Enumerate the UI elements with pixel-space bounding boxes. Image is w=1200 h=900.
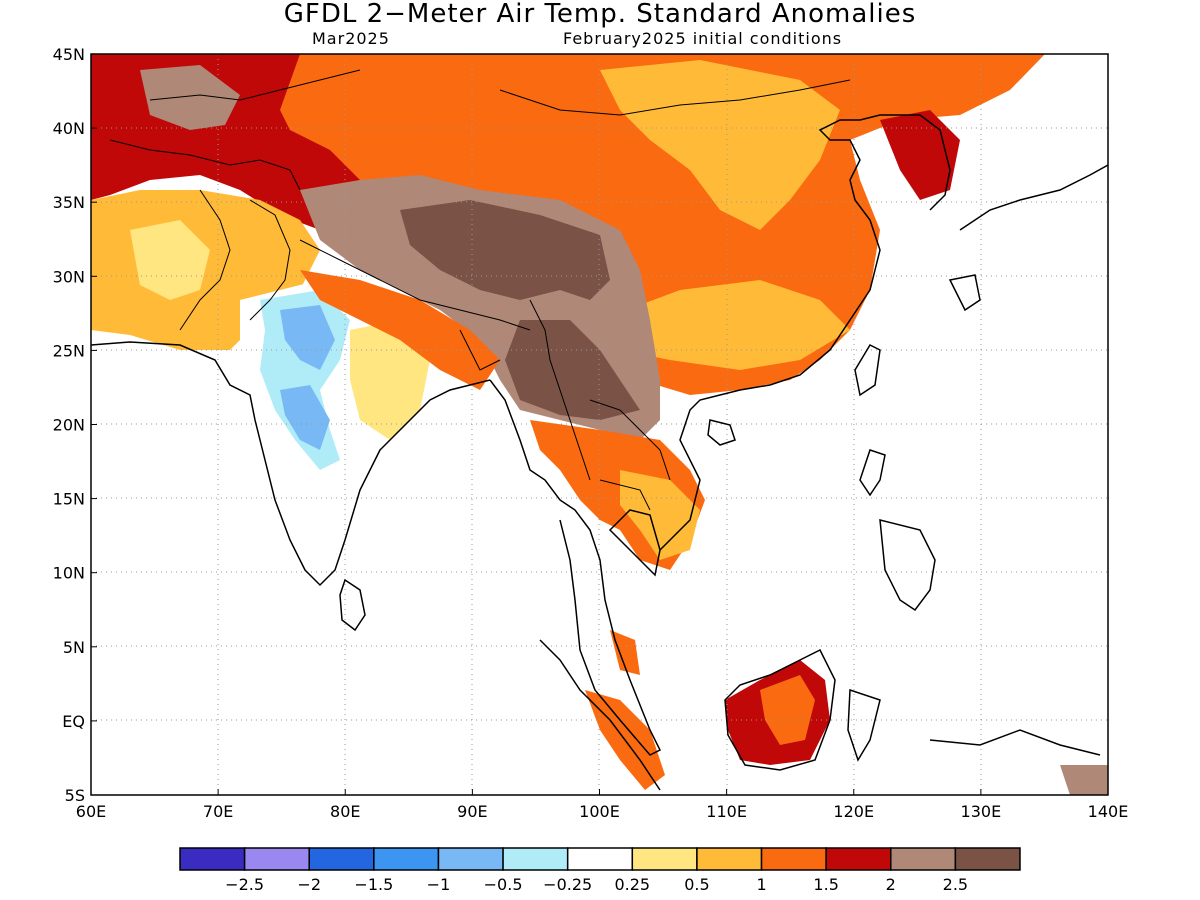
lat-tick-label: 40N [53, 119, 85, 138]
colorbar-swatch [631, 847, 698, 871]
colorbar-label: 1.5 [813, 875, 838, 894]
colorbar-label: −0.5 [484, 875, 523, 894]
colorbar-swatch [179, 847, 246, 871]
anomaly-region-india-coolest [280, 305, 335, 370]
anomaly-region-myanmar-high [505, 320, 640, 420]
init-conditions-label: February2025 initial conditions [563, 29, 843, 48]
lon-tick-label: 90E [457, 802, 487, 821]
colorbar-label: −2 [297, 875, 321, 894]
lat-tick-label: 15N [53, 490, 85, 509]
anomaly-region-indochina-light [620, 470, 700, 560]
lon-tick-label: 140E [1088, 802, 1129, 821]
lat-tick-label: 5S [65, 786, 85, 805]
map-title: GFDL 2−Meter Air Temp. Standard Anomalie… [283, 0, 917, 29]
lat-tick-label: 20N [53, 416, 85, 435]
lon-tick-label: 130E [961, 802, 1002, 821]
lat-tick-label: 10N [53, 564, 85, 583]
colorbar-swatch [890, 847, 957, 871]
colorbar-label: 1 [756, 875, 766, 894]
colorbar-swatch [954, 847, 1021, 871]
anomaly-region-caspian-high [140, 65, 240, 130]
colorbar-label: −1 [427, 875, 451, 894]
colorbar-label: 2.5 [943, 875, 968, 894]
lat-tick-label: 35N [53, 193, 85, 212]
valid-month-label: Mar2025 [312, 29, 390, 48]
colorbar-swatch [566, 847, 634, 871]
longitude-ticks: 60E 70E 80E 90E 100E 110E 120E 130E 140E [76, 789, 1129, 821]
lat-tick-label: 45N [53, 45, 85, 64]
lon-tick-label: 110E [706, 802, 747, 821]
anomaly-region-malay-peninsula [610, 630, 640, 675]
colorbar-swatch [825, 847, 892, 871]
lon-tick-label: 80E [330, 802, 360, 821]
anomaly-region-india-cool-south [280, 385, 330, 450]
anomaly-region-india-east [350, 320, 430, 440]
latitude-ticks: 45N 40N 35N 30N 25N 20N 15N 10N 5N EQ 5S [53, 45, 97, 805]
anomaly-region-new-guinea [1060, 765, 1108, 795]
anomaly-region-himalaya-foothills [300, 270, 500, 390]
lon-tick-label: 120E [833, 802, 874, 821]
colorbar-swatch [760, 847, 827, 871]
lon-tick-label: 60E [76, 802, 106, 821]
colorbar-swatch [243, 847, 310, 871]
colorbar-labels: −2.5 −2 −1.5 −1 −0.5 −0.25 0.25 0.5 1 1.5 2 2.5 [225, 875, 968, 894]
colorbar-label: 2 [886, 875, 896, 894]
colorbar-swatch [373, 847, 440, 871]
colorbar-swatch [502, 847, 569, 871]
lon-tick-label: 100E [579, 802, 620, 821]
colorbar-label: −0.25 [543, 875, 592, 894]
anomaly-region-west-south-asia-pale [130, 220, 210, 300]
coastlines [91, 114, 1108, 791]
anomaly-region-southeast-china-light [600, 280, 850, 370]
lat-tick-label: 5N [63, 638, 85, 657]
lon-tick-label: 70E [203, 802, 233, 821]
anomaly-region-borneo-orange [760, 675, 815, 745]
colorbar-swatch [696, 847, 763, 871]
colorbar-label: 0.25 [614, 875, 650, 894]
colorbar-label: −1.5 [354, 875, 393, 894]
lat-tick-label: EQ [62, 712, 85, 731]
anomaly-region-tibet-high [400, 200, 610, 300]
colorbar-label: 0.5 [684, 875, 709, 894]
lat-tick-label: 25N [53, 341, 85, 360]
colorbar [179, 847, 1021, 871]
colorbar-swatch [308, 847, 375, 871]
anomaly-region-north-china-light [600, 60, 840, 230]
colorbar-swatch [437, 847, 504, 871]
colorbar-label: −2.5 [225, 875, 264, 894]
country-borders [109, 69, 851, 511]
lat-tick-label: 30N [53, 267, 85, 286]
